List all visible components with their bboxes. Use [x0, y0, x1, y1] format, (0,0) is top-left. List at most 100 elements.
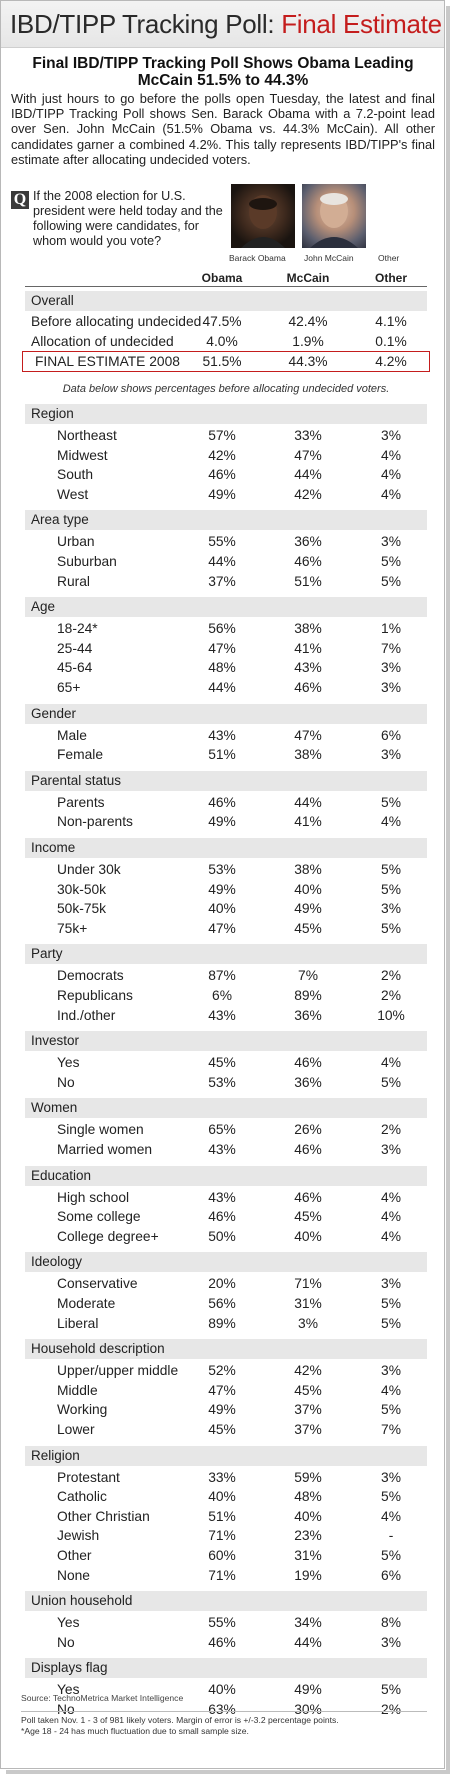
header-rule — [25, 286, 427, 287]
table-row: Other Christian 51% 40% 4% — [25, 1507, 427, 1526]
row-label: College degree+ — [57, 1228, 159, 1244]
row-label: West — [57, 486, 89, 502]
table-row: 30k-50k 49% 40% 5% — [25, 880, 427, 899]
row-label: Northeast — [57, 428, 117, 443]
row-label: Catholic — [57, 1489, 107, 1505]
table-row: Married women 43% 46% 3% — [25, 1140, 427, 1159]
value-other: 0.1% — [375, 334, 407, 349]
table-row: Parents 46% 44% 5% — [25, 793, 427, 812]
value-obama: 43% — [208, 1007, 236, 1023]
value-obama: 45% — [208, 1055, 236, 1071]
column-header-other: Other — [374, 271, 407, 285]
value-obama: 52% — [208, 1363, 236, 1379]
table-row: Yes 45% 46% 4% — [25, 1053, 427, 1072]
row-label: Yes — [57, 1682, 80, 1698]
row-label: 75k+ — [57, 920, 88, 936]
table-row: Catholic 40% 48% 5% — [25, 1487, 427, 1506]
row-label: No — [57, 1634, 75, 1650]
value-obama: 63% — [208, 1702, 236, 1717]
value-obama: 71% — [208, 1528, 236, 1544]
value-obama: 56% — [208, 1296, 236, 1311]
row-label: 18-24* — [57, 621, 98, 637]
value-mccain: 44% — [294, 794, 322, 810]
row-label: Republicans — [57, 988, 133, 1003]
final-estimate-highlight — [22, 351, 430, 372]
table-row: Northeast 57% 33% 3% — [25, 426, 427, 445]
value-obama: 48% — [208, 660, 236, 676]
value-mccain: 47% — [294, 727, 322, 743]
value-other: 5% — [381, 554, 401, 569]
row-label: 50k-75k — [57, 901, 107, 917]
table-row: Yes 55% 34% 8% — [25, 1613, 427, 1632]
value-mccain: 49% — [294, 901, 322, 917]
value-other: 5% — [381, 920, 401, 936]
value-mccain: 40% — [294, 881, 322, 897]
row-label: High school — [57, 1189, 130, 1205]
value-mccain: 45% — [294, 920, 322, 936]
table-row: Non-parents 49% 41% 4% — [25, 812, 427, 831]
value-mccain: 1.9% — [292, 334, 324, 349]
page-title: IBD/TIPP Tracking Poll: Final Estimate — [10, 8, 442, 40]
value-mccain: 31% — [294, 1548, 322, 1563]
section-header: Region — [25, 404, 427, 424]
value-mccain: 23% — [294, 1528, 322, 1544]
section-header: Gender — [25, 703, 427, 724]
row-label: Suburban — [57, 554, 117, 569]
value-other: 2% — [381, 1122, 401, 1138]
row-label: Jewish — [57, 1528, 100, 1544]
table-row: Under 30k 53% 38% 5% — [25, 860, 427, 879]
value-mccain: 41% — [294, 640, 322, 656]
value-mccain: 38% — [294, 862, 322, 877]
value-obama: 55% — [208, 1615, 236, 1631]
row-label: Midwest — [57, 447, 108, 463]
table-row: Ind./other 43% 36% 10% — [25, 1006, 427, 1025]
row-label: Liberal — [57, 1315, 99, 1331]
value-other: 5% — [381, 1682, 401, 1698]
question-text: If the 2008 election for U.S. president … — [33, 189, 223, 248]
value-other: 8% — [381, 1615, 401, 1631]
question-badge: Q — [11, 191, 29, 209]
row-label: Non-parents — [57, 814, 133, 830]
table-row: Midwest 42% 47% 4% — [25, 446, 427, 465]
value-mccain: 46% — [294, 554, 322, 569]
value-mccain: 45% — [294, 1209, 322, 1225]
mccain-photo — [302, 184, 366, 248]
section-header-overall: Overall — [25, 291, 427, 311]
value-obama: 49% — [208, 814, 236, 830]
row-label: Under 30k — [57, 862, 121, 877]
value-mccain: 42% — [294, 1363, 322, 1379]
table-row: 18-24* 56% 38% 1% — [25, 619, 427, 638]
source-line: Source: TechnoMetrica Market Intelligenc… — [21, 1693, 184, 1703]
value-other: 7% — [381, 640, 401, 656]
value-obama: 53% — [208, 1074, 236, 1090]
value-obama: 50% — [208, 1228, 236, 1244]
table-row: Moderate 56% 31% 5% — [25, 1294, 427, 1313]
value-obama: 44% — [208, 554, 236, 569]
section-header: Investor — [25, 1031, 427, 1052]
value-mccain: 47% — [294, 447, 322, 463]
value-other: 2% — [381, 1702, 401, 1717]
value-mccain: 46% — [294, 1189, 322, 1205]
title-band: IBD/TIPP Tracking Poll: Final Estimate — [1, 1, 444, 48]
value-mccain: 36% — [294, 1007, 322, 1023]
value-other: 4% — [381, 1382, 401, 1398]
data-note: Data below shows percentages before allo… — [62, 383, 390, 395]
value-mccain: 43% — [294, 660, 322, 676]
table-row: Single women 65% 26% 2% — [25, 1120, 427, 1139]
table-row: Yes 40% 49% 5% — [25, 1680, 427, 1699]
value-other: 4% — [381, 447, 401, 463]
value-mccain: 71% — [294, 1276, 322, 1292]
section-header: Income — [25, 838, 427, 858]
value-other: 3% — [381, 680, 401, 695]
value-other: 4% — [381, 1189, 401, 1205]
row-label: Yes — [57, 1055, 80, 1071]
row-label: Middle — [57, 1382, 98, 1398]
value-obama: 47% — [208, 640, 236, 656]
value-mccain: 31% — [294, 1296, 322, 1311]
row-label: Protestant — [57, 1469, 120, 1485]
value-other: 3% — [381, 1634, 401, 1650]
value-other: 3% — [381, 1363, 401, 1379]
column-header-mccain: McCain — [286, 271, 330, 285]
row-label: Male — [57, 727, 87, 743]
table-row: Liberal 89% 3% 5% — [25, 1314, 427, 1333]
